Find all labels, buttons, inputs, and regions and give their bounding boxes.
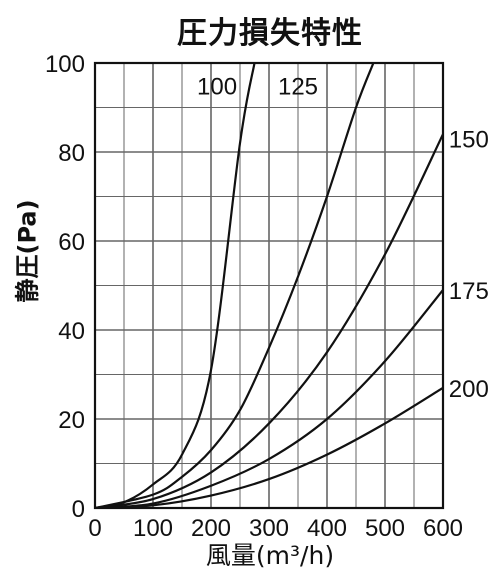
chart-title: 圧力損失特性 [177, 16, 363, 51]
series-label-125: 125 [278, 73, 318, 100]
x-tick-label: 300 [249, 515, 289, 542]
series-line-150 [95, 133, 443, 508]
x-tick-label: 600 [423, 515, 463, 542]
series-line-125 [95, 63, 375, 508]
series-label-100: 100 [197, 73, 237, 100]
x-tick-label: 100 [133, 515, 173, 542]
y-tick-label: 100 [45, 51, 85, 78]
x-tick-label: 200 [191, 515, 231, 542]
series-line-175 [95, 289, 443, 508]
y-tick-label: 0 [72, 496, 85, 523]
series-label-200: 200 [449, 376, 489, 403]
y-tick-label: 20 [58, 407, 85, 434]
series-label-150: 150 [449, 127, 489, 154]
y-tick-label: 60 [58, 229, 85, 256]
series-label-175: 175 [449, 278, 489, 305]
series-line-200 [95, 386, 443, 508]
x-tick-label: 0 [88, 515, 101, 542]
plot-frame [93, 61, 445, 510]
x-tick-label: 400 [307, 515, 347, 542]
x-axis-label: 風量(m³/h) [205, 541, 335, 570]
y-tick-label: 80 [58, 140, 85, 167]
y-tick-label: 40 [58, 318, 85, 345]
x-tick-label: 500 [365, 515, 405, 542]
